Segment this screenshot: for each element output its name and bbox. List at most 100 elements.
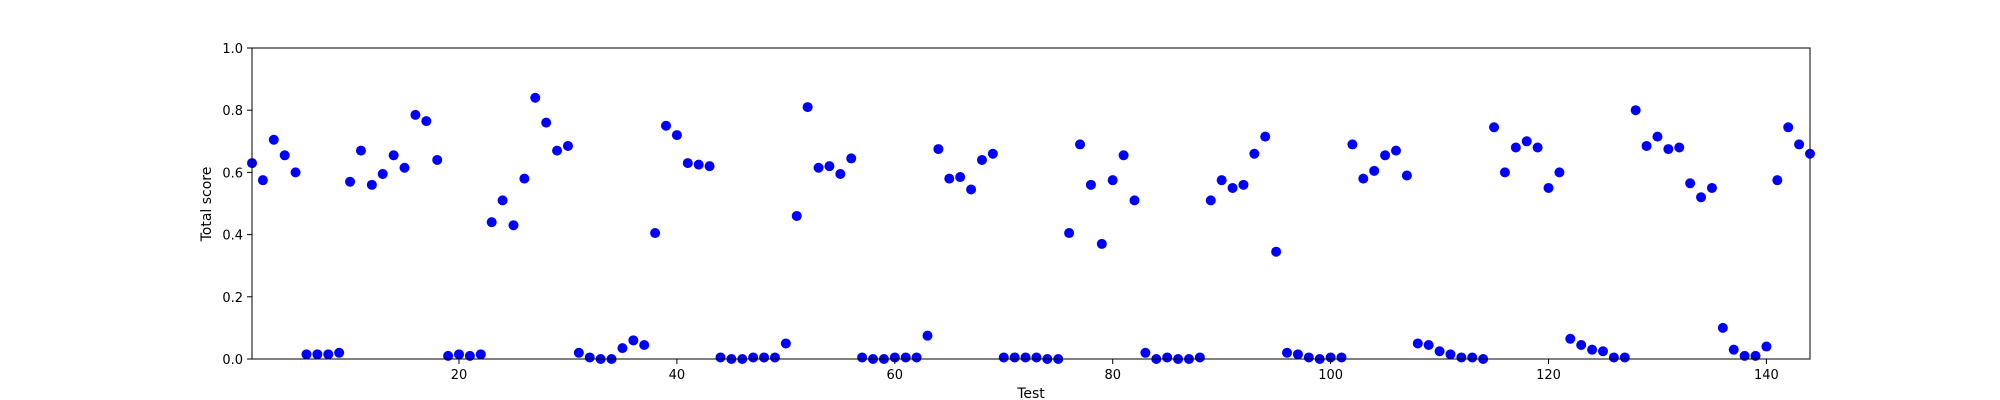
data-point bbox=[1205, 195, 1216, 206]
x-tick-label: 80 bbox=[1104, 368, 1121, 383]
data-point bbox=[584, 352, 595, 363]
data-point bbox=[1489, 122, 1500, 133]
data-point bbox=[1456, 352, 1467, 363]
data-point bbox=[1783, 122, 1794, 133]
data-point bbox=[1663, 144, 1674, 155]
data-point bbox=[1674, 142, 1685, 153]
data-point bbox=[748, 352, 759, 363]
data-point bbox=[1597, 346, 1608, 357]
data-point bbox=[1587, 344, 1598, 355]
data-point bbox=[1445, 349, 1456, 360]
data-point bbox=[1772, 175, 1783, 186]
data-point bbox=[464, 350, 475, 361]
data-point bbox=[1347, 139, 1358, 150]
data-point bbox=[1706, 182, 1717, 193]
data-point bbox=[1434, 346, 1445, 357]
data-point bbox=[1510, 142, 1521, 153]
data-point bbox=[399, 162, 410, 173]
data-point bbox=[857, 352, 868, 363]
data-point bbox=[1390, 145, 1401, 156]
data-point bbox=[769, 352, 780, 363]
data-point bbox=[1761, 341, 1772, 352]
data-point bbox=[1325, 352, 1336, 363]
data-point bbox=[1401, 170, 1412, 181]
data-point bbox=[323, 349, 334, 360]
data-point bbox=[1412, 338, 1423, 349]
data-point bbox=[443, 350, 454, 361]
data-point bbox=[889, 352, 900, 363]
data-point bbox=[519, 173, 530, 184]
data-point bbox=[661, 120, 672, 131]
data-point bbox=[682, 158, 693, 169]
data-point bbox=[824, 161, 835, 172]
data-point bbox=[617, 343, 628, 354]
data-point bbox=[486, 217, 497, 228]
data-point bbox=[1085, 179, 1096, 190]
data-point bbox=[922, 330, 933, 341]
data-point bbox=[541, 117, 552, 128]
data-point bbox=[693, 159, 704, 170]
data-point bbox=[1750, 350, 1761, 361]
data-point bbox=[671, 130, 682, 141]
data-point bbox=[1260, 131, 1271, 142]
data-point bbox=[715, 352, 726, 363]
data-point bbox=[650, 228, 661, 239]
data-point bbox=[454, 349, 465, 360]
data-point bbox=[1249, 148, 1260, 159]
y-axis-ticks: 0.0 0.2 0.4 0.6 0.8 1.0 bbox=[222, 42, 252, 368]
data-point bbox=[1107, 175, 1118, 186]
data-point bbox=[846, 153, 857, 164]
data-point bbox=[1216, 175, 1227, 186]
data-point bbox=[1271, 246, 1282, 257]
data-point bbox=[1358, 173, 1369, 184]
data-point bbox=[1238, 179, 1249, 190]
data-point bbox=[628, 335, 639, 346]
data-point bbox=[432, 154, 443, 165]
data-point bbox=[900, 352, 911, 363]
data-point bbox=[1521, 136, 1532, 147]
data-point bbox=[1009, 352, 1020, 363]
x-tick-label: 20 bbox=[451, 368, 468, 383]
data-point bbox=[780, 338, 791, 349]
data-point bbox=[944, 173, 955, 184]
data-point bbox=[1020, 352, 1031, 363]
data-point bbox=[1641, 140, 1652, 151]
data-point bbox=[410, 109, 421, 120]
data-point bbox=[1499, 167, 1510, 178]
data-point bbox=[1717, 322, 1728, 333]
data-point bbox=[334, 347, 345, 358]
x-tick-label: 140 bbox=[1754, 368, 1779, 383]
data-point bbox=[1423, 340, 1434, 350]
y-tick-label: 0.4 bbox=[222, 229, 243, 244]
data-point bbox=[301, 349, 312, 360]
x-tick-label: 100 bbox=[1318, 368, 1343, 383]
y-tick-label: 0.0 bbox=[222, 353, 243, 368]
data-point bbox=[791, 210, 802, 221]
data-point bbox=[562, 140, 573, 151]
data-point bbox=[1227, 182, 1238, 193]
y-tick-label: 0.8 bbox=[222, 104, 243, 119]
data-point bbox=[1380, 150, 1391, 161]
data-point bbox=[1075, 139, 1086, 150]
y-tick-label: 0.2 bbox=[222, 291, 243, 306]
data-point bbox=[1282, 347, 1293, 358]
data-point bbox=[639, 340, 650, 350]
data-point bbox=[1728, 344, 1739, 355]
data-point bbox=[976, 154, 987, 165]
data-point bbox=[257, 175, 268, 186]
data-point bbox=[312, 349, 323, 360]
data-point bbox=[355, 145, 366, 156]
data-point bbox=[759, 352, 770, 363]
x-axis-ticks: 20 40 60 80 100 120 140 bbox=[451, 359, 1779, 383]
x-tick-label: 40 bbox=[669, 368, 686, 383]
x-axis-label: Test bbox=[1016, 386, 1045, 400]
data-point bbox=[388, 150, 399, 161]
data-point bbox=[998, 352, 1009, 363]
x-tick-label: 60 bbox=[887, 368, 904, 383]
y-tick-label: 0.6 bbox=[222, 166, 243, 181]
data-point bbox=[1685, 178, 1696, 189]
data-point bbox=[1532, 142, 1543, 153]
data-point bbox=[290, 167, 301, 178]
data-point bbox=[345, 176, 356, 187]
data-point bbox=[1129, 195, 1140, 206]
